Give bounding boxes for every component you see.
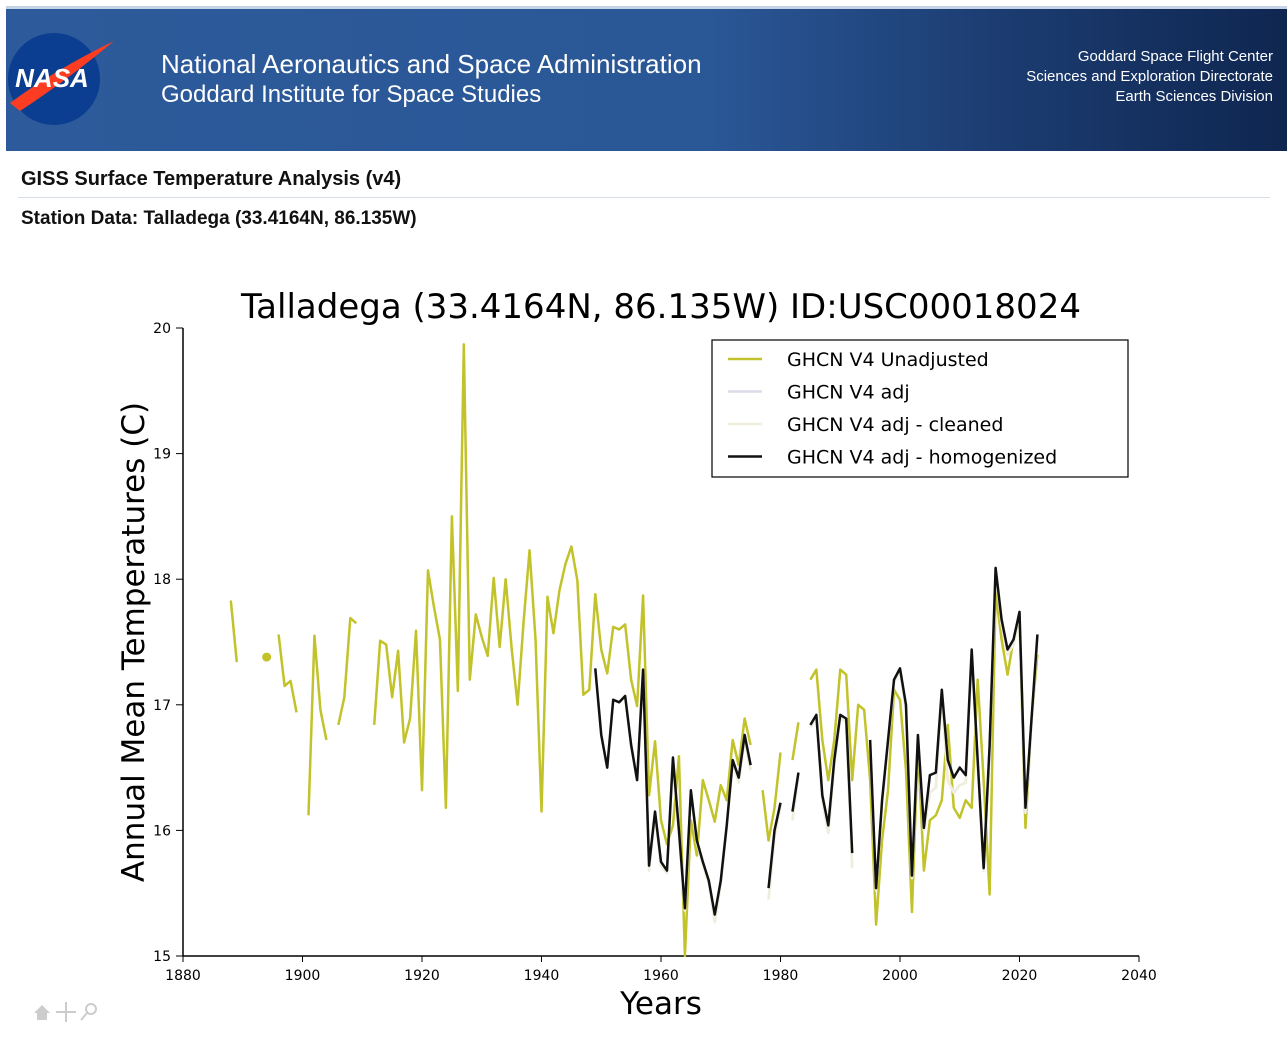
x-tick-label: 1940 bbox=[524, 968, 560, 984]
legend-label: GHCN V4 Unadjusted bbox=[787, 349, 989, 371]
y-tick-label: 17 bbox=[153, 698, 171, 714]
series bbox=[595, 572, 1037, 922]
pan-icon[interactable] bbox=[56, 1002, 76, 1022]
toolbar[interactable] bbox=[34, 1002, 96, 1022]
series-line bbox=[231, 601, 237, 663]
legend-label: GHCN V4 adj - homogenized bbox=[787, 447, 1057, 469]
x-tick-label: 2020 bbox=[1002, 968, 1038, 984]
legend-label: GHCN V4 adj - cleaned bbox=[787, 414, 1003, 436]
series-line bbox=[792, 722, 798, 760]
chart: Talladega (33.4164N, 86.135W) ID:USC0001… bbox=[0, 0, 1287, 1037]
y-tick-label: 19 bbox=[153, 447, 171, 463]
series bbox=[595, 572, 1037, 922]
series-line bbox=[308, 636, 326, 816]
series bbox=[595, 568, 1037, 915]
y-tick-label: 15 bbox=[153, 949, 171, 965]
data-point bbox=[262, 653, 271, 662]
legend-label: GHCN V4 adj bbox=[787, 382, 910, 404]
y-axis-label: Annual Mean Temperatures (C) bbox=[116, 402, 152, 882]
y-tick-label: 20 bbox=[153, 321, 171, 337]
x-tick-label: 2000 bbox=[882, 968, 918, 984]
x-tick-label: 1900 bbox=[285, 968, 321, 984]
x-tick-label: 2040 bbox=[1121, 968, 1157, 984]
y-tick-label: 18 bbox=[153, 572, 171, 588]
series-line bbox=[870, 572, 1037, 891]
series-line bbox=[870, 572, 1037, 891]
x-tick-label: 1980 bbox=[763, 968, 799, 984]
home-icon[interactable] bbox=[34, 1005, 50, 1020]
chart-title: Talladega (33.4164N, 86.135W) ID:USC0001… bbox=[240, 287, 1081, 327]
x-tick-label: 1960 bbox=[643, 968, 679, 984]
series-line bbox=[810, 715, 852, 853]
series-line bbox=[810, 592, 1037, 925]
page: NASA National Aeronautics and Space Admi… bbox=[0, 0, 1287, 1037]
zoom-icon[interactable] bbox=[86, 1004, 96, 1014]
x-axis-label: Years bbox=[619, 986, 702, 1022]
series-line bbox=[338, 618, 356, 725]
x-tick-label: 1920 bbox=[404, 968, 440, 984]
series-line bbox=[870, 568, 1037, 888]
zoom-icon-handle[interactable] bbox=[81, 1013, 87, 1020]
series-line bbox=[374, 344, 750, 956]
y-tick-label: 16 bbox=[153, 823, 171, 839]
series-line bbox=[769, 805, 781, 899]
series-line bbox=[279, 634, 297, 712]
series-line bbox=[763, 753, 781, 841]
x-tick-label: 1880 bbox=[165, 968, 201, 984]
